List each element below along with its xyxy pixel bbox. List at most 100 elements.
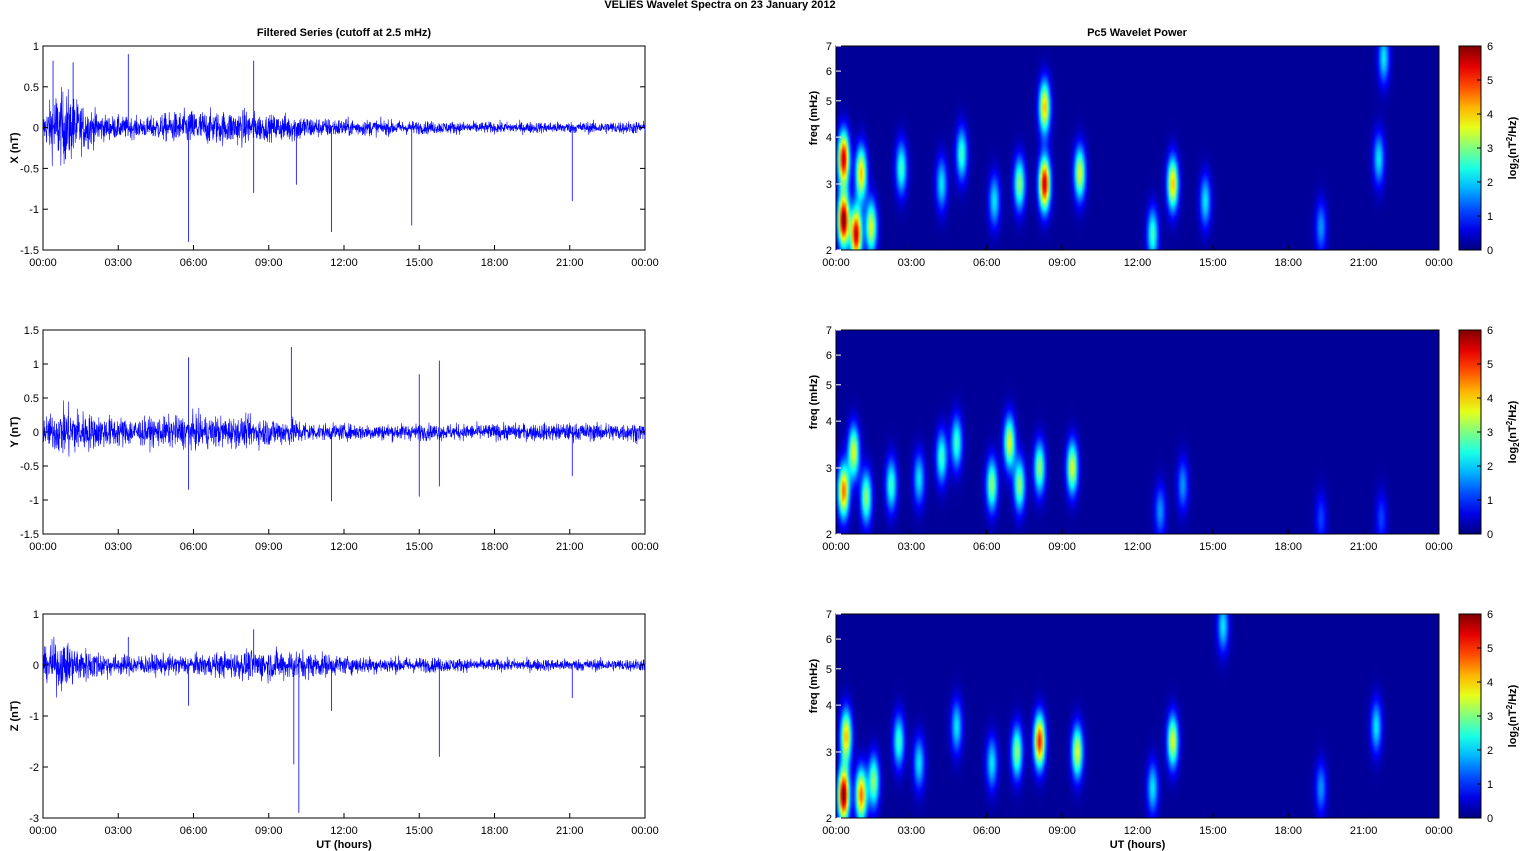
colorbar-tick-label: 4: [1487, 393, 1493, 405]
colorbar-label-part: log: [1507, 731, 1519, 748]
x-tick-label: 06:00: [973, 825, 1001, 837]
colorbar-tick-label: 4: [1487, 109, 1493, 121]
colorbar-tick-label: 0: [1487, 529, 1493, 541]
x-tick-label: 09:00: [1048, 541, 1076, 553]
y-tick-label: -1: [29, 495, 39, 507]
y-tick-label: 1: [33, 609, 39, 621]
colorbar-tick-label: 5: [1487, 75, 1493, 87]
y-tick-label: -3: [29, 813, 39, 825]
x-tick-label: 03:00: [104, 825, 132, 837]
signal-trace: [42, 400, 646, 457]
colorbar-tick-label: 0: [1487, 245, 1493, 257]
x-tick-label: 06:00: [180, 257, 208, 269]
left-column-title: Filtered Series (cutoff at 2.5 mHz): [257, 27, 432, 39]
y-tick-label: -1: [29, 204, 39, 216]
y-tick-label: 4: [826, 700, 832, 712]
colorbar-tick-label: 1: [1487, 211, 1493, 223]
y-tick-label: 3: [826, 463, 832, 475]
x-tick-label: 18:00: [481, 825, 509, 837]
x-tick-label: 03:00: [104, 257, 132, 269]
x-tick-label: 00:00: [631, 257, 659, 269]
x-tick-label: 18:00: [1274, 825, 1302, 837]
wavelet-panel-2: 2 3 4 5 6 7 00:00 03:00 06:00 09:00 12:00 15:00 18:0…: [808, 325, 1521, 553]
colorbar-label-part: (nT: [1507, 425, 1519, 442]
colorbar-tick-label: 3: [1487, 711, 1493, 723]
x-tick-label: 03:00: [898, 825, 926, 837]
x-tick-label: 15:00: [1199, 257, 1227, 269]
x-tick-label: 18:00: [1274, 257, 1302, 269]
colorbar-tick-label: 2: [1487, 177, 1493, 189]
figure-title: VELIES Wavelet Spectra on 23 January 201…: [604, 0, 835, 11]
colorbar-label-part: 2: [1505, 136, 1514, 141]
y-tick-label: -2: [29, 762, 39, 774]
x-axis-label: UT (hours): [1110, 839, 1166, 851]
colorbar-tick-label: 3: [1487, 143, 1493, 155]
y-tick-label: 4: [826, 132, 832, 144]
colorbar-tick-label: 1: [1487, 779, 1493, 791]
colorbar-label-part: (nT: [1507, 141, 1519, 158]
colorbar-label-part: (nT: [1507, 709, 1519, 726]
x-tick-label: 03:00: [104, 541, 132, 553]
x-tick-label: 03:00: [898, 541, 926, 553]
y-tick-label: 4: [826, 416, 832, 428]
wavelet-panel-3: 2 3 4 5 6 7 00:00 03:00 06:00 09:00 12:00 15:00 18:0…: [808, 609, 1521, 851]
x-tick-label: 21:00: [1350, 825, 1378, 837]
y-tick-label: 6: [826, 350, 832, 362]
plot-area: [42, 45, 646, 251]
y-tick-label: 7: [826, 609, 832, 621]
colorbar-tick-label: 6: [1487, 41, 1493, 53]
x-tick-label: 12:00: [330, 541, 358, 553]
colorbar-label-part: 2: [1512, 442, 1521, 447]
signal-trace: [42, 636, 646, 698]
colorbar-label: log2(nT2/Hz): [1505, 684, 1521, 747]
x-tick-label: 09:00: [255, 541, 283, 553]
y-axis-label: freq (mHz): [808, 374, 820, 429]
x-tick-label: 00:00: [822, 825, 850, 837]
y-axis-label: Y (nT): [9, 416, 21, 447]
y-tick-label: 0.5: [24, 82, 39, 94]
x-tick-label: 18:00: [481, 541, 509, 553]
y-axis-label: X (nT): [9, 132, 21, 163]
colorbar-tick-label: 3: [1487, 427, 1493, 439]
y-tick-label: 5: [826, 664, 832, 676]
x-tick-label: 15:00: [1199, 541, 1227, 553]
x-tick-label: 00:00: [29, 825, 57, 837]
y-tick-label: 3: [826, 179, 832, 191]
series-panel-y: 1.510.50-0.5-1-1.500:00 03:00 06:00 09:00 12…: [9, 325, 659, 553]
wavelet-power-image: [836, 46, 1439, 250]
y-tick-label: 0: [33, 123, 39, 135]
y-tick-label: 1.5: [24, 325, 39, 337]
y-tick-label: 7: [826, 325, 832, 337]
colorbar-label-part: 2: [1512, 726, 1521, 731]
y-tick-label: -1: [29, 711, 39, 723]
x-tick-label: 15:00: [405, 541, 433, 553]
y-tick-label: -0.5: [20, 163, 39, 175]
colorbar-label: log2(nT2/Hz): [1505, 400, 1521, 463]
y-tick-label: 0: [33, 427, 39, 439]
colorbar-tick-label: 0: [1487, 813, 1493, 825]
x-tick-label: 15:00: [405, 257, 433, 269]
colorbar-label-part: /Hz): [1507, 684, 1519, 705]
x-tick-label: 12:00: [1124, 825, 1152, 837]
y-tick-label: 5: [826, 96, 832, 108]
x-tick-label: 00:00: [1425, 541, 1453, 553]
series-panel-x: 10.50-0.5-1-1.500:00 03:00 06:00 09:00 12:00…: [9, 41, 659, 269]
colorbar-tick-label: 5: [1487, 359, 1493, 371]
x-tick-label: 00:00: [1425, 257, 1453, 269]
x-tick-label: 12:00: [330, 257, 358, 269]
y-tick-label: 6: [826, 634, 832, 646]
y-tick-label: 5: [826, 380, 832, 392]
colorbar-label-part: 2: [1505, 420, 1514, 425]
x-tick-label: 00:00: [822, 257, 850, 269]
x-tick-label: 03:00: [898, 257, 926, 269]
x-tick-label: 09:00: [255, 257, 283, 269]
x-tick-label: 09:00: [255, 825, 283, 837]
y-tick-label: 0.5: [24, 393, 39, 405]
colorbar-label-part: log: [1507, 163, 1519, 180]
y-axis-label: freq (mHz): [808, 90, 820, 145]
colorbar-label-part: 2: [1505, 704, 1514, 709]
y-tick-label: 0: [33, 660, 39, 672]
